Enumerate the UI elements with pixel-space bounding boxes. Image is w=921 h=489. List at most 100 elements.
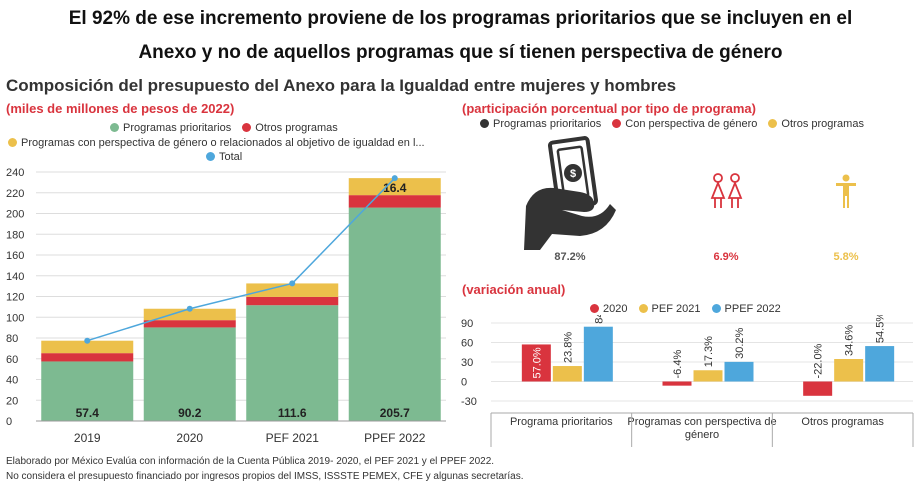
x-tick-label: 2020 [176, 431, 203, 445]
x-tick-label: 2019 [74, 431, 101, 445]
y-tick-label: 90 [461, 318, 473, 330]
bar-segment [348, 207, 441, 421]
legend-otros: Otros programas [255, 122, 338, 134]
y-tick-label: 80 [6, 333, 18, 345]
variation-data-label: 17.3% [703, 336, 715, 367]
variation-bar [662, 381, 692, 386]
x-category-label: género [685, 429, 719, 441]
legend-swatch-perspectiva [8, 138, 17, 147]
y-tick-label: 180 [6, 229, 24, 241]
variation-bar [552, 366, 582, 382]
chart-subtitle: Composición del presupuesto del Anexo pa… [6, 76, 677, 95]
bar-segment [41, 353, 134, 362]
left-unit-label: (miles de millones de pesos de 2022) [6, 101, 235, 116]
y-tick-label: 160 [6, 250, 24, 262]
y-tick-label: 100 [6, 312, 24, 324]
left-legend-row-1: Programas prioritarios Otros programas [102, 122, 338, 134]
share-legend-perspectiva: Con perspectiva de género [625, 118, 758, 130]
stacked-bar-chart: 0 20 40 60 80 100 120 140 160 180 200 220 240 57.4 201… [6, 167, 446, 445]
x-tick-label: PEF 2021 [266, 431, 320, 445]
y-tick-label: 200 [6, 209, 24, 221]
bar-data-label: 90.2 [178, 406, 202, 420]
variation-data-label: 34.6% [844, 325, 856, 356]
left-legend-row-2: Programas con perspectiva de género o re… [0, 137, 425, 149]
x-category-label: Otros programas [801, 416, 884, 428]
headline-line-1: El 92% de ese incremento proviene de los… [68, 8, 853, 29]
women-icon [710, 173, 743, 208]
share-title: (participación porcentual por tipo de pr… [462, 101, 756, 116]
share-pct-otros: 5.8% [833, 251, 859, 263]
variation-bar [865, 346, 895, 382]
bar-segment [348, 195, 441, 208]
variation-data-label: 84.3% [593, 315, 605, 324]
total-point [289, 280, 296, 287]
y-tick-label: 240 [6, 167, 24, 179]
money-hand-icon: $ [524, 136, 616, 250]
var-swatch-2021 [638, 304, 648, 313]
person-icon [836, 174, 856, 208]
variation-data-label: 54.5% [875, 315, 887, 343]
variation-data-label: 57.0% [531, 347, 543, 378]
total-point [391, 175, 398, 182]
bar-segment [41, 361, 134, 421]
legend-swatch-otros [242, 123, 252, 132]
variation-bar-chart: 90 60 30 0 -30 57.0% 23.8% 84.3% Programa priori… [461, 315, 914, 447]
variation-bar [803, 381, 833, 396]
y-tick-label: 60 [6, 354, 18, 366]
total-line [87, 177, 396, 342]
svg-text:$: $ [570, 168, 576, 180]
share-pct-perspectiva: 6.9% [713, 251, 739, 263]
legend-perspectiva: Programas con perspectiva de género o re… [21, 137, 425, 149]
legend-prioritarios: Programas prioritarios [123, 122, 232, 134]
x-category-label: Programa prioritarios [510, 416, 613, 428]
y-tick-label: -30 [461, 396, 477, 408]
var-legend-2021: PEF 2021 [651, 303, 701, 315]
bar-data-label: 205.7 [380, 406, 410, 420]
variation-data-label: 30.2% [734, 327, 746, 358]
y-tick-label: 120 [6, 292, 24, 304]
y-tick-label: 40 [6, 375, 18, 387]
var-legend-2020: 2020 [603, 303, 628, 315]
share-swatch-prioritarios [480, 119, 489, 128]
var-swatch-2022 [711, 304, 721, 313]
share-swatch-perspectiva [612, 119, 622, 128]
legend-total: Total [219, 151, 243, 163]
variation-bar [724, 361, 754, 382]
x-tick-label: PPEF 2022 [364, 431, 426, 445]
y-tick-label: 20 [6, 395, 18, 407]
bar-segment [246, 305, 339, 421]
total-point [186, 305, 193, 312]
bar-segment [143, 308, 236, 321]
y-tick-label: 220 [6, 188, 24, 200]
bar-segment [246, 296, 339, 306]
share-legend-prioritarios: Programas prioritarios [493, 118, 602, 130]
legend-swatch-total [206, 152, 215, 161]
variation-title: (variación anual) [462, 282, 566, 297]
footnote-line-1: Elaborado por México Evalúa con informac… [6, 456, 495, 467]
variation-data-label: -22.0% [813, 343, 825, 378]
variation-bar [693, 370, 723, 382]
variation-bar [521, 344, 551, 382]
headline-line-2: Anexo y no de aquellos programas que sí … [138, 42, 783, 63]
share-legend-otros: Otros programas [781, 118, 864, 130]
bar-segment [143, 320, 236, 328]
y-tick-label: 140 [6, 271, 24, 283]
footnote-line-2: No considera el presupuesto financiado p… [6, 471, 524, 482]
total-point [84, 337, 91, 344]
y-tick-label: 0 [461, 377, 467, 389]
variation-data-label: 23.8% [562, 332, 574, 363]
share-swatch-otros [768, 119, 778, 128]
bar-segment [348, 178, 441, 196]
var-legend-2022: PPEF 2022 [724, 303, 781, 315]
variation-bar [834, 359, 864, 382]
legend-swatch-prioritarios [110, 123, 119, 132]
share-pct-prioritarios: 87.2% [554, 251, 586, 263]
bar-segment [246, 283, 339, 297]
share-legend: Programas prioritarios Con perspectiva d… [472, 118, 864, 130]
x-category-label: Programas con perspectiva de [627, 416, 776, 428]
y-tick-label: 60 [461, 338, 473, 350]
variation-data-label: -6.4% [672, 350, 684, 379]
bar-segment [143, 327, 236, 421]
variation-bar [583, 326, 613, 382]
bar-data-label: 16.4 [383, 181, 407, 195]
